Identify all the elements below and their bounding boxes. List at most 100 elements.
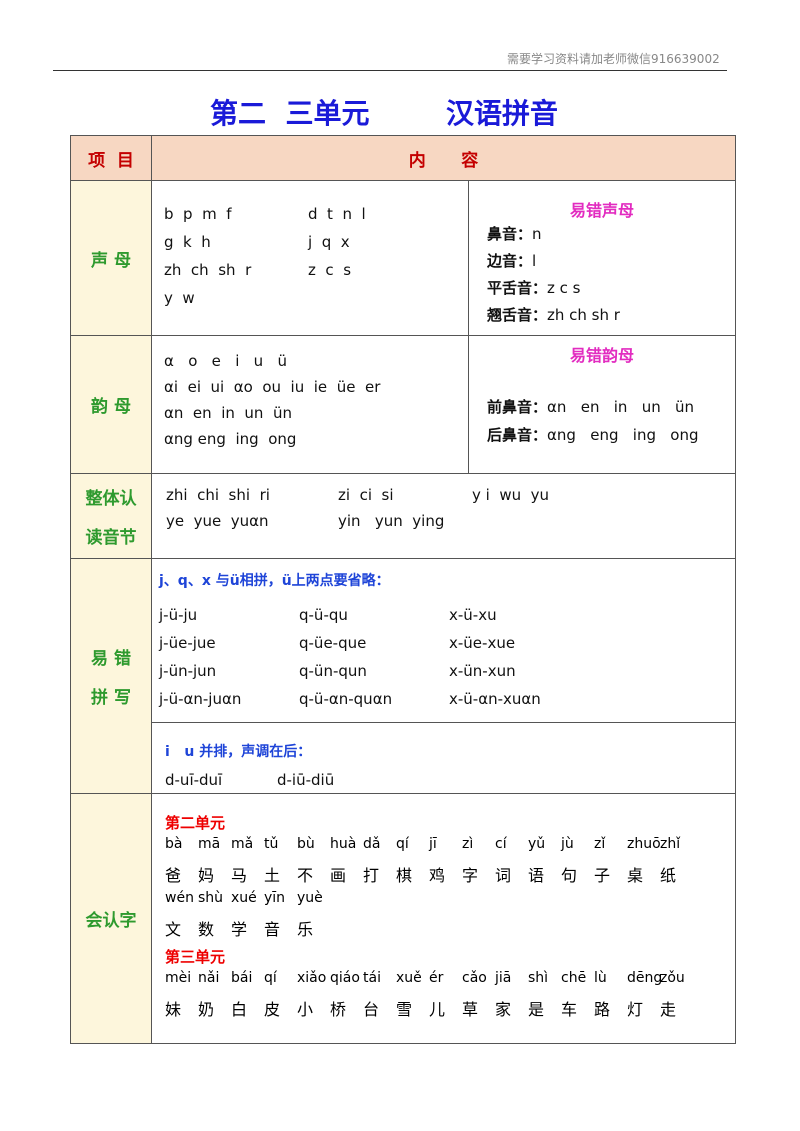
hanzi: 纸 xyxy=(660,866,677,885)
pinyin-group: zh ch sh r xyxy=(164,261,252,279)
text-line: αng eng ing ong xyxy=(152,430,468,452)
word: bù 不 xyxy=(297,836,330,890)
pinyin-group: zhi chi shi ri xyxy=(166,486,270,504)
pinyin: yīn xyxy=(264,890,286,906)
hanzi: 草 xyxy=(462,1000,479,1019)
pinyin: jī xyxy=(429,836,437,852)
word: yǔ 语 xyxy=(528,836,561,890)
pinyin: shù xyxy=(198,890,224,906)
side-line: 鼻音：n xyxy=(487,223,542,245)
text-line: j-ü-ju q-ü-qu x-ü-xu xyxy=(151,606,736,628)
row-content: α o e i u ü αi ei ui αo ou iu ie üe er αn … xyxy=(151,335,469,474)
pinyin: mèi xyxy=(165,970,192,986)
hanzi: 皮 xyxy=(264,1000,281,1019)
word: jù 句 xyxy=(561,836,594,890)
pinyin: xuě xyxy=(396,970,422,986)
word: jī 鸡 xyxy=(429,836,462,890)
pinyin: cí xyxy=(495,836,507,852)
row-content: b p m f d t n l g k h j q x zh ch sh r z c s y… xyxy=(151,180,469,336)
pinyin-group: y w xyxy=(164,289,195,307)
text-line: ye yue yuαn yin yun ying xyxy=(152,512,735,534)
pinyin: jiā xyxy=(495,970,512,986)
pinyin: huà xyxy=(330,836,357,852)
hanzi: 小 xyxy=(297,1000,314,1019)
section: j、q、x 与ü相拼，ü上两点要省略： j-ü-ju q-ü-qu x-ü-xu j-ü… xyxy=(151,558,736,723)
hanzi: 家 xyxy=(495,1000,512,1019)
side-line: 平舌音：z c s xyxy=(487,277,581,299)
word: shù 数 xyxy=(198,890,231,944)
pinyin: bù xyxy=(297,836,315,852)
row-label: 声 母 xyxy=(70,180,152,336)
hanzi: 打 xyxy=(363,866,380,885)
text-line: αi ei ui αo ou iu ie üe er xyxy=(152,378,468,400)
side-value: z c s xyxy=(547,279,581,297)
pinyin-group: αi ei ui αo ou iu ie üe er xyxy=(164,378,381,396)
pinyin-group: q-üe-que xyxy=(299,634,367,652)
pinyin: dēng xyxy=(627,970,663,986)
hanzi: 爸 xyxy=(165,866,182,885)
pinyin-group: d-uī-duī xyxy=(165,771,223,789)
word: yīn 音 xyxy=(264,890,297,944)
pinyin-group: j q x xyxy=(308,233,350,251)
hanzi: 路 xyxy=(594,1000,611,1019)
pinyin: mā xyxy=(198,836,221,852)
word: mèi 妹 xyxy=(165,970,198,1024)
word: lù 路 xyxy=(594,970,627,1024)
pinyin: lù xyxy=(594,970,607,986)
title: 汉语拼音 xyxy=(446,97,559,130)
word: bà 爸 xyxy=(165,836,198,890)
hanzi: 妹 xyxy=(165,1000,182,1019)
word: jiā 家 xyxy=(495,970,528,1024)
text-line: j-ü-αn-juαn q-ü-αn-quαn x-ü-αn-xuαn xyxy=(151,690,736,712)
section-heading: i u 并排，声调在后： xyxy=(165,744,312,760)
word: qí 棋 xyxy=(396,836,429,890)
head-cell: 内 容 xyxy=(151,135,736,181)
text-line: zhi chi shi ri zi ci si y i wu yu xyxy=(152,486,735,508)
word: cǎo 草 xyxy=(462,970,495,1024)
side-key: 前鼻音： xyxy=(487,398,548,416)
side-value: l xyxy=(532,252,537,270)
word: zǐ 子 xyxy=(594,836,627,890)
row-label: 整体认 读音节 xyxy=(70,473,152,559)
section: i u 并排，声调在后： d-uī-duī d-iū-diū xyxy=(151,722,736,794)
pinyin-group: j-ün-jun xyxy=(159,662,217,680)
pinyin-group: zi ci si xyxy=(338,486,394,504)
hanzi: 儿 xyxy=(429,1000,446,1019)
pinyin: shì xyxy=(528,970,549,986)
side-key: 翘舌音： xyxy=(487,306,548,324)
text-line: j-üe-jue q-üe-que x-üe-xue xyxy=(151,634,736,656)
hanzi: 桌 xyxy=(627,866,644,885)
hanzi: 台 xyxy=(363,1000,380,1019)
word-grid: bà 爸 mā 妈 mǎ 马 tǔ 土 bù 不 huà 画 dǎ 打 qí 棋 jī 鸡 zì 字 cí 词 yǔ 语 jù 句… xyxy=(165,836,725,944)
pinyin: qí xyxy=(396,836,409,852)
pinyin-group: d-iū-diū xyxy=(277,771,335,789)
pinyin: xué xyxy=(231,890,257,906)
word: xué 学 xyxy=(231,890,264,944)
hanzi: 文 xyxy=(165,920,182,939)
side-key: 平舌音： xyxy=(487,279,548,297)
label-text: 易 错 xyxy=(91,649,131,669)
row-content: zhi chi shi ri zi ci si y i wu yu ye yue yu… xyxy=(151,473,736,559)
side-key: 后鼻音： xyxy=(487,426,548,444)
pinyin: cǎo xyxy=(462,970,487,986)
hanzi: 语 xyxy=(528,866,545,885)
word: yuè 乐 xyxy=(297,890,330,944)
hanzi: 车 xyxy=(561,1000,578,1019)
pinyin: dǎ xyxy=(363,836,381,852)
pinyin-group: ye yue yuαn xyxy=(166,512,269,530)
label-text: 读音节 xyxy=(85,528,137,548)
side-title: 易错声母 xyxy=(569,201,634,220)
side-cell: 易错韵母 前鼻音：αn en in un ün 后鼻音：αng eng ing on… xyxy=(468,335,736,474)
pinyin: tái xyxy=(363,970,381,986)
side-line: 边音：l xyxy=(487,250,536,272)
hanzi: 子 xyxy=(594,866,611,885)
pinyin-group: z c s xyxy=(308,261,352,279)
pinyin-group: q-ün-qun xyxy=(299,662,367,680)
hanzi: 音 xyxy=(264,920,281,939)
word: chē 车 xyxy=(561,970,594,1024)
label-text: 会认字 xyxy=(85,911,137,931)
side-line: 前鼻音：αn en in un ün xyxy=(487,396,694,418)
watermark: 需要学习资料请加老师微信916639002 xyxy=(507,52,720,66)
